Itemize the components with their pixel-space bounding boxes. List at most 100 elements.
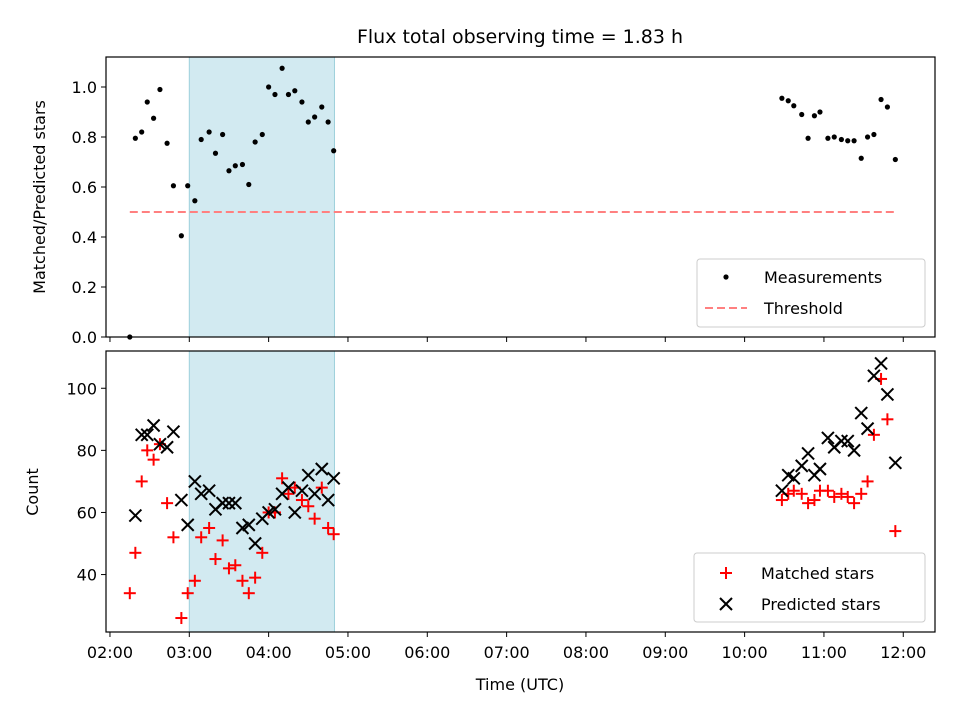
ratio-panel: 0.0 0.2 0.4 0.6 0.8 1.0 Matched/Predicted sta… (30, 56, 936, 347)
matched-star-point (302, 500, 315, 513)
measurement-point (192, 198, 198, 204)
predicted-star-point (134, 428, 149, 442)
legend-measurements-marker (723, 274, 729, 280)
legend-threshold-label: Threshold (763, 299, 843, 318)
measurement-point (246, 181, 252, 188)
count-legend-box (693, 552, 926, 623)
legend-measurements-label: Measurements (764, 268, 882, 287)
measurement-point (132, 135, 138, 141)
matched-star-point (775, 494, 788, 507)
measurement-point (871, 131, 877, 138)
ratio-axes-frame (105, 56, 936, 338)
predicted-star-point (261, 505, 276, 520)
count-y-axis: 40 60 80 100 (66, 379, 106, 585)
predicted-star-point (801, 446, 815, 461)
measurement-point (164, 140, 170, 146)
measurement-point (312, 114, 318, 120)
matched-star-point (881, 413, 894, 426)
legend-matched-label: Matched stars (761, 564, 874, 583)
count-y-axis-label: Count (23, 468, 42, 516)
predicted-star-point (860, 421, 875, 436)
measurement-point (331, 148, 337, 154)
x-tick-label: 03:00 (166, 643, 212, 662)
measurement-point (185, 183, 191, 189)
measurement-point (878, 96, 884, 103)
y-tick-label: 40 (77, 566, 97, 585)
measurement-point (285, 91, 292, 98)
predicted-star-point (166, 425, 181, 439)
predicted-star-point (140, 428, 154, 442)
measurement-point (144, 99, 150, 105)
matched-star-point (195, 531, 208, 544)
predicted-star-point (874, 356, 888, 371)
y-tick-label: 1.0 (72, 78, 97, 97)
matched-star-point (256, 546, 269, 559)
matched-star-point (889, 525, 902, 538)
measurement-point (884, 104, 891, 110)
measurement-point (838, 136, 844, 143)
predicted-star-point (288, 505, 302, 520)
legend-predicted-marker (719, 597, 733, 611)
ratio-y-axis-label: Matched/Predicted stars (30, 100, 49, 294)
measurement-point (259, 131, 265, 138)
matched-star-point (161, 497, 174, 510)
matched-star-point (867, 428, 880, 441)
predicted-star-point (301, 468, 315, 482)
measurement-point (785, 98, 791, 104)
matched-star-point (821, 484, 834, 497)
y-tick-label: 0.0 (72, 328, 97, 347)
matched-star-point (209, 553, 222, 566)
matched-star-point (123, 587, 136, 600)
measurement-point (212, 150, 219, 156)
y-tick-label: 60 (77, 503, 97, 522)
matched-star-point (236, 574, 249, 587)
measurement-point (139, 129, 145, 135)
y-tick-label: 0.4 (72, 228, 97, 247)
predicted-star-point (326, 471, 341, 486)
predicted-star-point (128, 508, 143, 523)
measurement-point (272, 91, 278, 98)
matched-star-point (848, 497, 861, 510)
matched-star-point (808, 494, 821, 507)
matched-star-point (861, 475, 874, 488)
predicted-star-point (321, 493, 335, 507)
measurement-point (299, 99, 305, 105)
measurement-point (845, 138, 851, 144)
measurement-point (791, 103, 797, 109)
matched-star-point (787, 484, 800, 497)
matched-star-point (315, 481, 328, 494)
y-tick-label: 0.8 (72, 128, 97, 147)
predicted-star-point (834, 434, 849, 448)
matched-star-point (216, 534, 229, 547)
x-tick-label: 12:00 (880, 643, 926, 662)
legend-matched-marker (720, 567, 732, 579)
matched-star-point (175, 612, 188, 625)
predicted-star-point (867, 369, 881, 383)
predicted-star-point (222, 496, 236, 510)
measurement-point (805, 135, 811, 141)
matched-star-point (855, 487, 868, 500)
predicted-star-point (880, 387, 895, 402)
predicted-star-point (242, 518, 256, 532)
measurement-point (292, 88, 298, 94)
x-tick-label: 02:00 (87, 643, 133, 662)
measurement-point (779, 95, 785, 101)
predicted-star-point (235, 521, 250, 535)
matched-star-point (295, 494, 308, 507)
x-tick-label: 07:00 (484, 643, 530, 662)
measurement-point (206, 129, 212, 135)
legend-predicted-label: Predicted stars (761, 595, 881, 614)
predicted-star-point (188, 474, 202, 489)
measurement-point (851, 138, 857, 144)
matched-star-point (167, 531, 180, 544)
measurement-point (252, 139, 258, 145)
measurement-point (220, 131, 226, 138)
ratio-legend: Measurements Threshold (696, 258, 926, 328)
measurement-point (239, 161, 246, 168)
predicted-star-point (847, 443, 861, 458)
count-panel: 40 60 80 100 02:00 03:00 04:00 05:00 06:00 07:00… (23, 350, 936, 694)
measurement-point (831, 134, 837, 140)
matched-star-point (222, 562, 235, 575)
observing-window-span (188, 56, 335, 338)
